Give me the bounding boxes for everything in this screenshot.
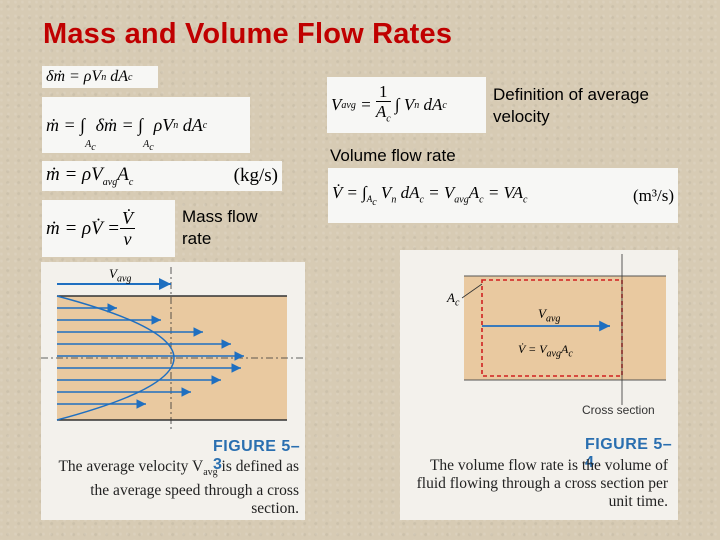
equation-mass-flow-volume: ṁ = ρV̇ = V̇ v (42, 200, 175, 257)
vdot-label-text: V̇ = V (518, 342, 547, 356)
figure-5-3-caption: The average velocity Vavg is defined as … (49, 458, 299, 518)
label-mass-flow-rate: Mass flow rate (182, 207, 258, 248)
vdot-label-rest: A (561, 342, 569, 356)
vavg-label-text: V (538, 306, 546, 321)
eq6-left: V̇ = ∫ (332, 182, 367, 202)
figure-5-3-caption-sub: avg (203, 467, 218, 479)
eq4-text: ṁ = ρV̇ = (46, 217, 120, 239)
eq2-mid: δṁ = ∫ (95, 114, 144, 135)
eq5-left: V (331, 95, 342, 114)
figure-5-3: Vavg FIGURE 5–3 The average velocity Vav… (41, 262, 305, 520)
eq2-left: ṁ = ∫ (46, 114, 86, 135)
label-definition-average-velocity: Definition of average velocity (493, 85, 649, 126)
eq3-text: ṁ = ρV (46, 164, 103, 186)
figure-5-3-caption-a: The average velocity V (58, 458, 204, 475)
velocity-arrows (57, 303, 244, 409)
equation-mass-flow-average: ṁ = ρVavgAc (kg/s) (42, 161, 282, 191)
vdot-label-sub: avg (546, 348, 561, 360)
vavg-label: Vavg (109, 266, 131, 285)
page-title: Mass and Volume Flow Rates (43, 18, 453, 50)
equation-mass-flow-integral: ṁ = ∫ Ac δṁ = ∫ Ac ρV n dA c (42, 97, 250, 153)
figure-5-3-header: FIGURE 5–3 (213, 438, 301, 473)
figure-5-4: Ac Vavg V̇ = VavgAc Cross section FIGURE… (400, 250, 678, 520)
eq6-unit: (m³/s) (633, 185, 674, 205)
eq5-rest: ∫ V (394, 95, 415, 114)
equation-volume-flow: V̇ = ∫Ac Vn dAc = VavgAc = VAc (m³/s) (328, 168, 678, 223)
ac-label: Ac (447, 290, 459, 309)
volume-flow-diagram (461, 254, 666, 405)
figure-5-4-caption: The volume flow rate is the volume of fl… (416, 457, 668, 510)
velocity-profile-diagram (41, 267, 305, 432)
cross-section-label: Cross section (582, 403, 655, 417)
ac-label-text: A (447, 290, 455, 305)
eq2-right: ρV (153, 114, 174, 135)
figure-5-4-header: FIGURE 5–4 (585, 436, 673, 471)
control-volume-box (481, 279, 623, 377)
ac-label-sub: c (454, 297, 460, 309)
equation-differential-mass-flow: δṁ = ρV n dA c (42, 66, 158, 88)
vdot-label: V̇ = VavgAc (518, 342, 573, 359)
vdot-label-rest-sub: c (568, 348, 573, 360)
eq6-right: = V (428, 182, 455, 202)
vavg-label: Vavg (538, 306, 560, 325)
eq6-mid: V (380, 182, 392, 202)
pipe-body (464, 276, 666, 380)
vavg-label-sub: avg (116, 273, 132, 285)
vavg-label-text: V (109, 266, 117, 281)
figure-5-3-caption-b: is defined as the average speed through … (90, 458, 299, 518)
vavg-label-sub: avg (545, 313, 561, 325)
eq1-text: δṁ = ρV (46, 68, 102, 85)
label-volume-flow-rate: Volume flow rate (330, 146, 456, 165)
eq3-unit: (kg/s) (233, 165, 278, 186)
